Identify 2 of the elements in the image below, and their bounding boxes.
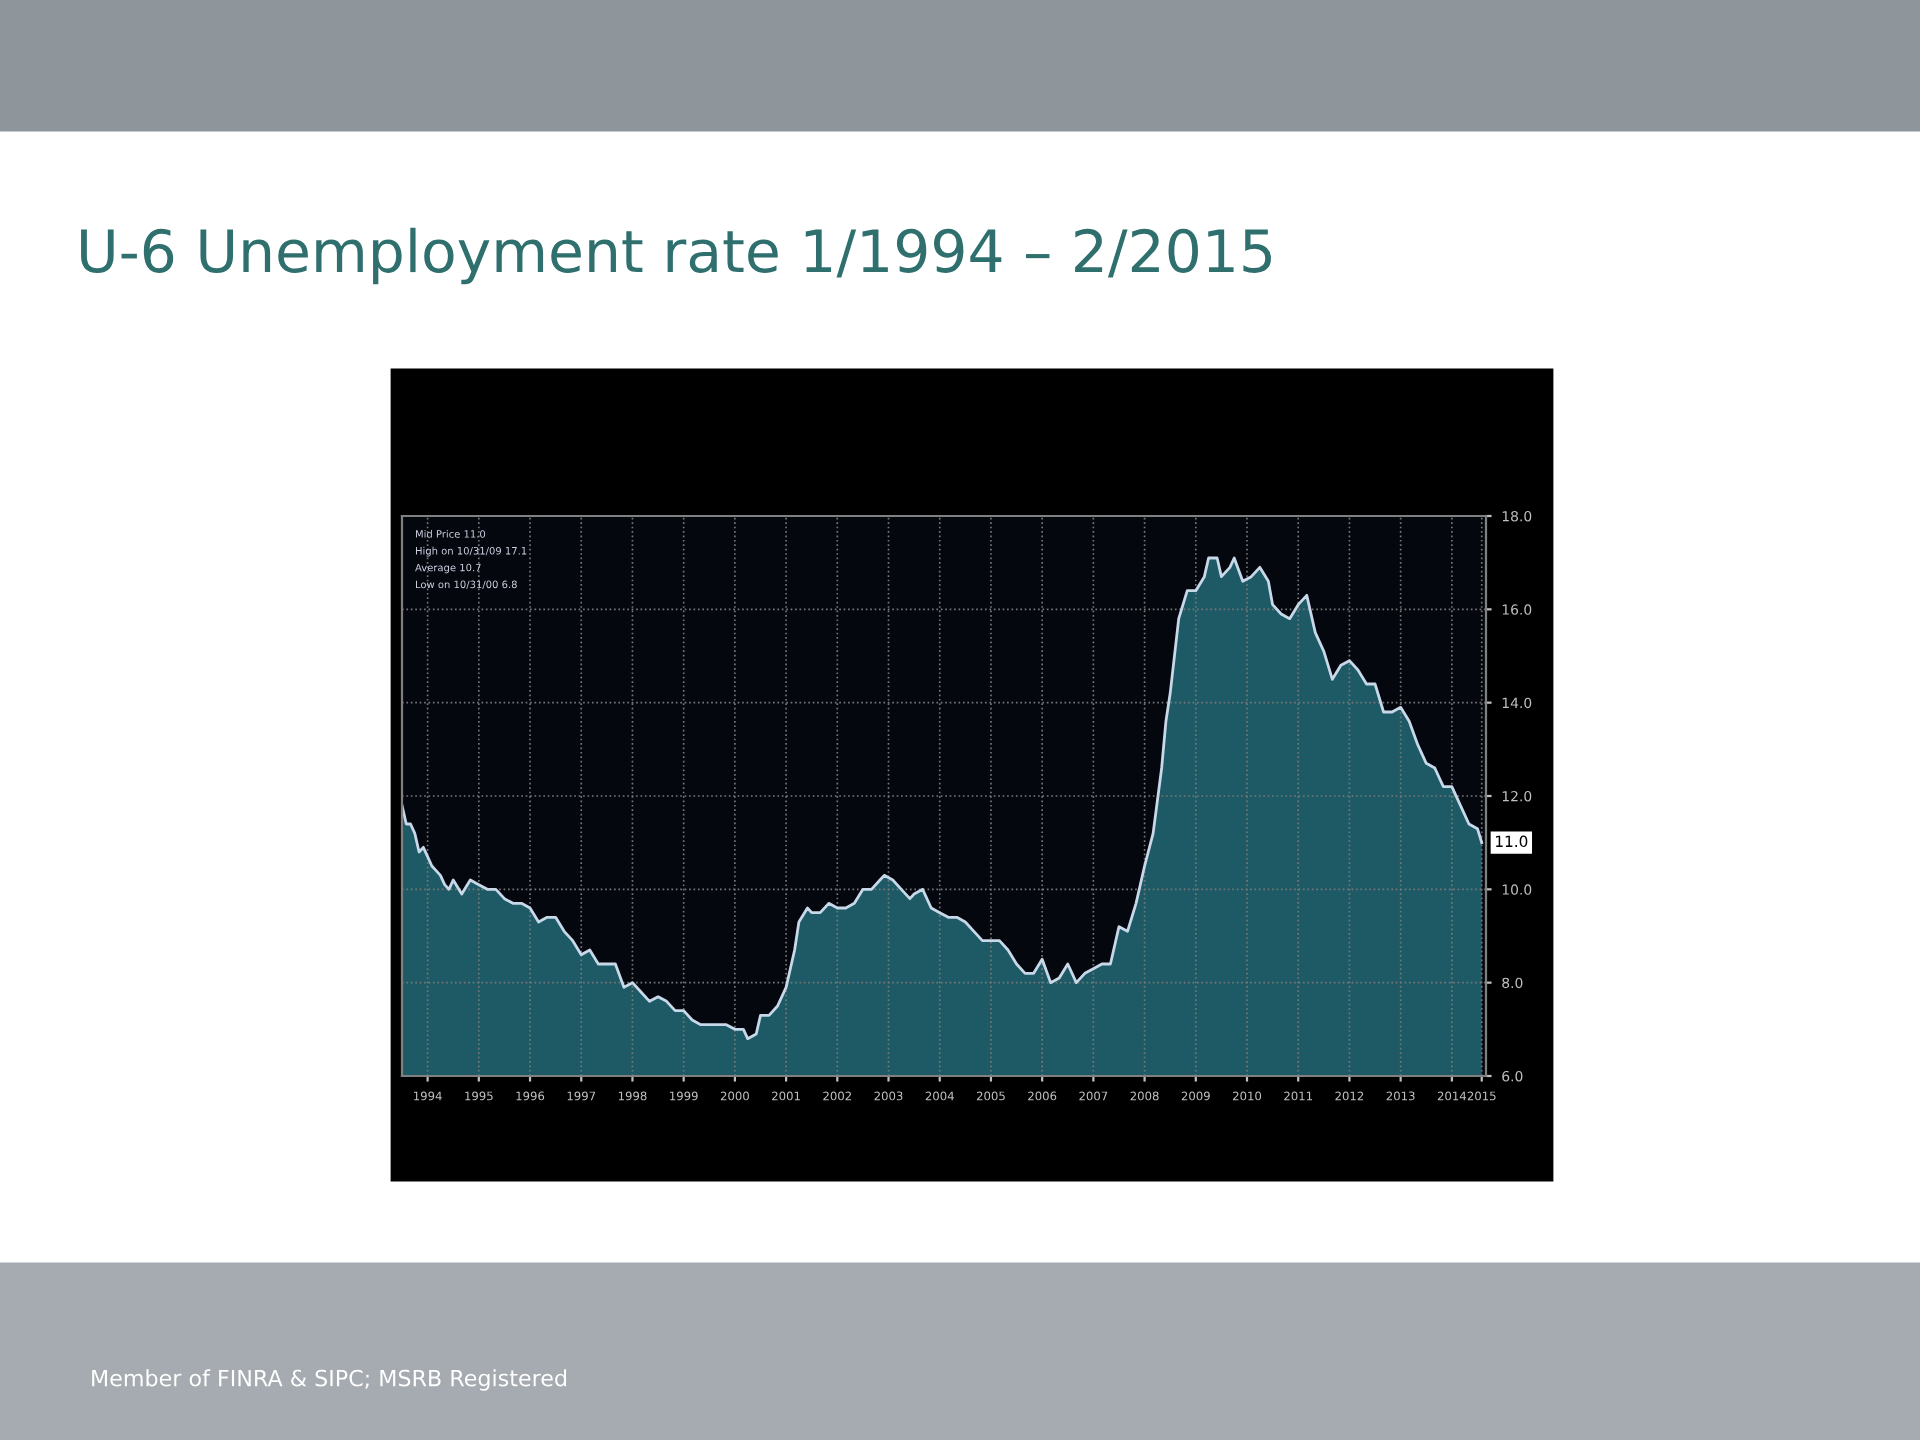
text: Member of FINRA & SIPC; MSRB Registered — [92, 1369, 567, 1391]
chart-title: U-6 Unemployment rate 1/1994 – 2/2015 — [81, 227, 1271, 285]
